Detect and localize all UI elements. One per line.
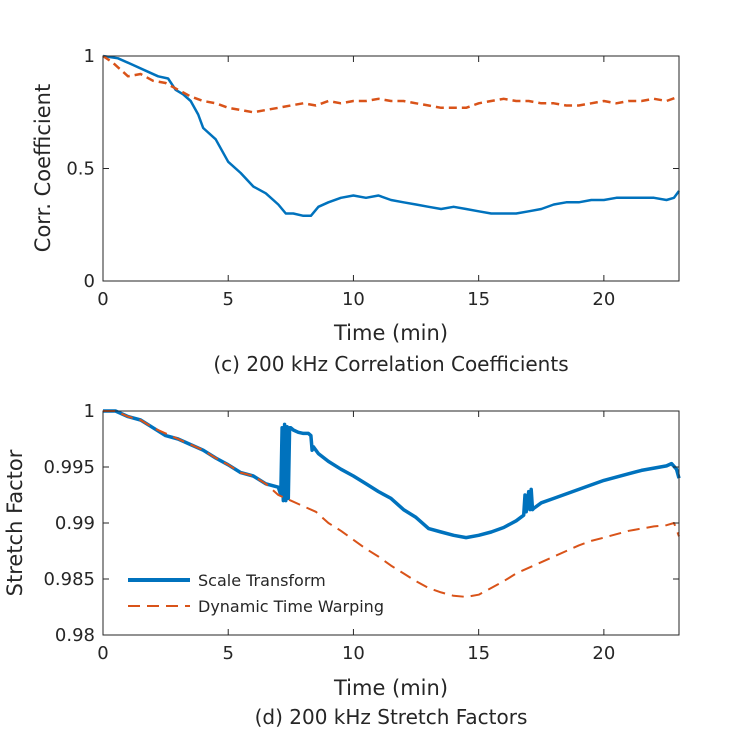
legend-label-dynamic-time-warping: Dynamic Time Warping [198,597,384,616]
panel-c-x-tick-label: 10 [342,289,365,310]
panel-d-x-axis-label: Time (min) [333,676,448,700]
panel-d-axes-frame [102,410,680,636]
panel-d-series-dynamic-time-warping-line [103,410,680,598]
panel-c-x-axis-label: Time (min) [333,321,448,345]
panel-d-y-tick-label: 0.985 [43,569,95,590]
panel-d-x-tick-label: 0 [97,643,108,664]
legend: Scale Transform Dynamic Time Warping [128,571,384,616]
panel-d-plot-area [103,409,681,598]
panel-d-x-tick-label: 10 [342,643,365,664]
panel-c-y-tick-label: 1 [84,46,95,67]
panel-d-y-tick-label: 0.99 [55,513,95,534]
panel-d-x-tick-label: 15 [467,643,490,664]
panel-c-plot-area [102,54,681,218]
panel-d-stretch-factors: 0 5 10 15 20 0.98 0.985 0.99 0.995 1 Time (min) S… [3,401,681,729]
panel-d-y-tick-label: 0.98 [55,625,95,646]
panel-c-x-tick-label: 20 [592,289,615,310]
panel-c-x-tick-label: 15 [467,289,490,310]
panel-c-y-tick-label: 0.5 [66,159,95,180]
panel-c-axes-frame [102,55,680,282]
panel-d-ticks: 0 5 10 15 20 0.98 0.985 0.99 0.995 1 [43,401,679,664]
panel-d-caption: (d) 200 kHz Stretch Factors [255,705,528,729]
panel-d-y-axis-label: Stretch Factor [3,449,27,596]
panel-c-y-axis-label: Corr. Coefficient [31,84,55,252]
panel-c-ticks: 0 5 10 15 20 0 0.5 1 [66,46,679,310]
panel-d-x-tick-label: 5 [222,643,233,664]
panel-d-x-tick-label: 20 [592,643,615,664]
panel-c-series-orange-line [102,54,680,114]
panel-c-y-tick-label: 0 [84,271,95,292]
panel-c-series-blue-line [102,54,681,218]
panel-d-y-tick-label: 0.995 [43,457,95,478]
legend-label-scale-transform: Scale Transform [198,571,326,590]
panel-d-y-tick-label: 1 [84,401,95,422]
panel-c-correlation-coefficients: 0 5 10 15 20 0 0.5 1 Time (min) Corr. Coefficie… [31,46,681,376]
panel-c-x-tick-label: 0 [97,289,108,310]
panel-c-caption: (c) 200 kHz Correlation Coefficients [213,352,568,376]
panel-c-x-tick-label: 5 [222,289,233,310]
panel-d-series-scale-transform-line [103,409,681,540]
